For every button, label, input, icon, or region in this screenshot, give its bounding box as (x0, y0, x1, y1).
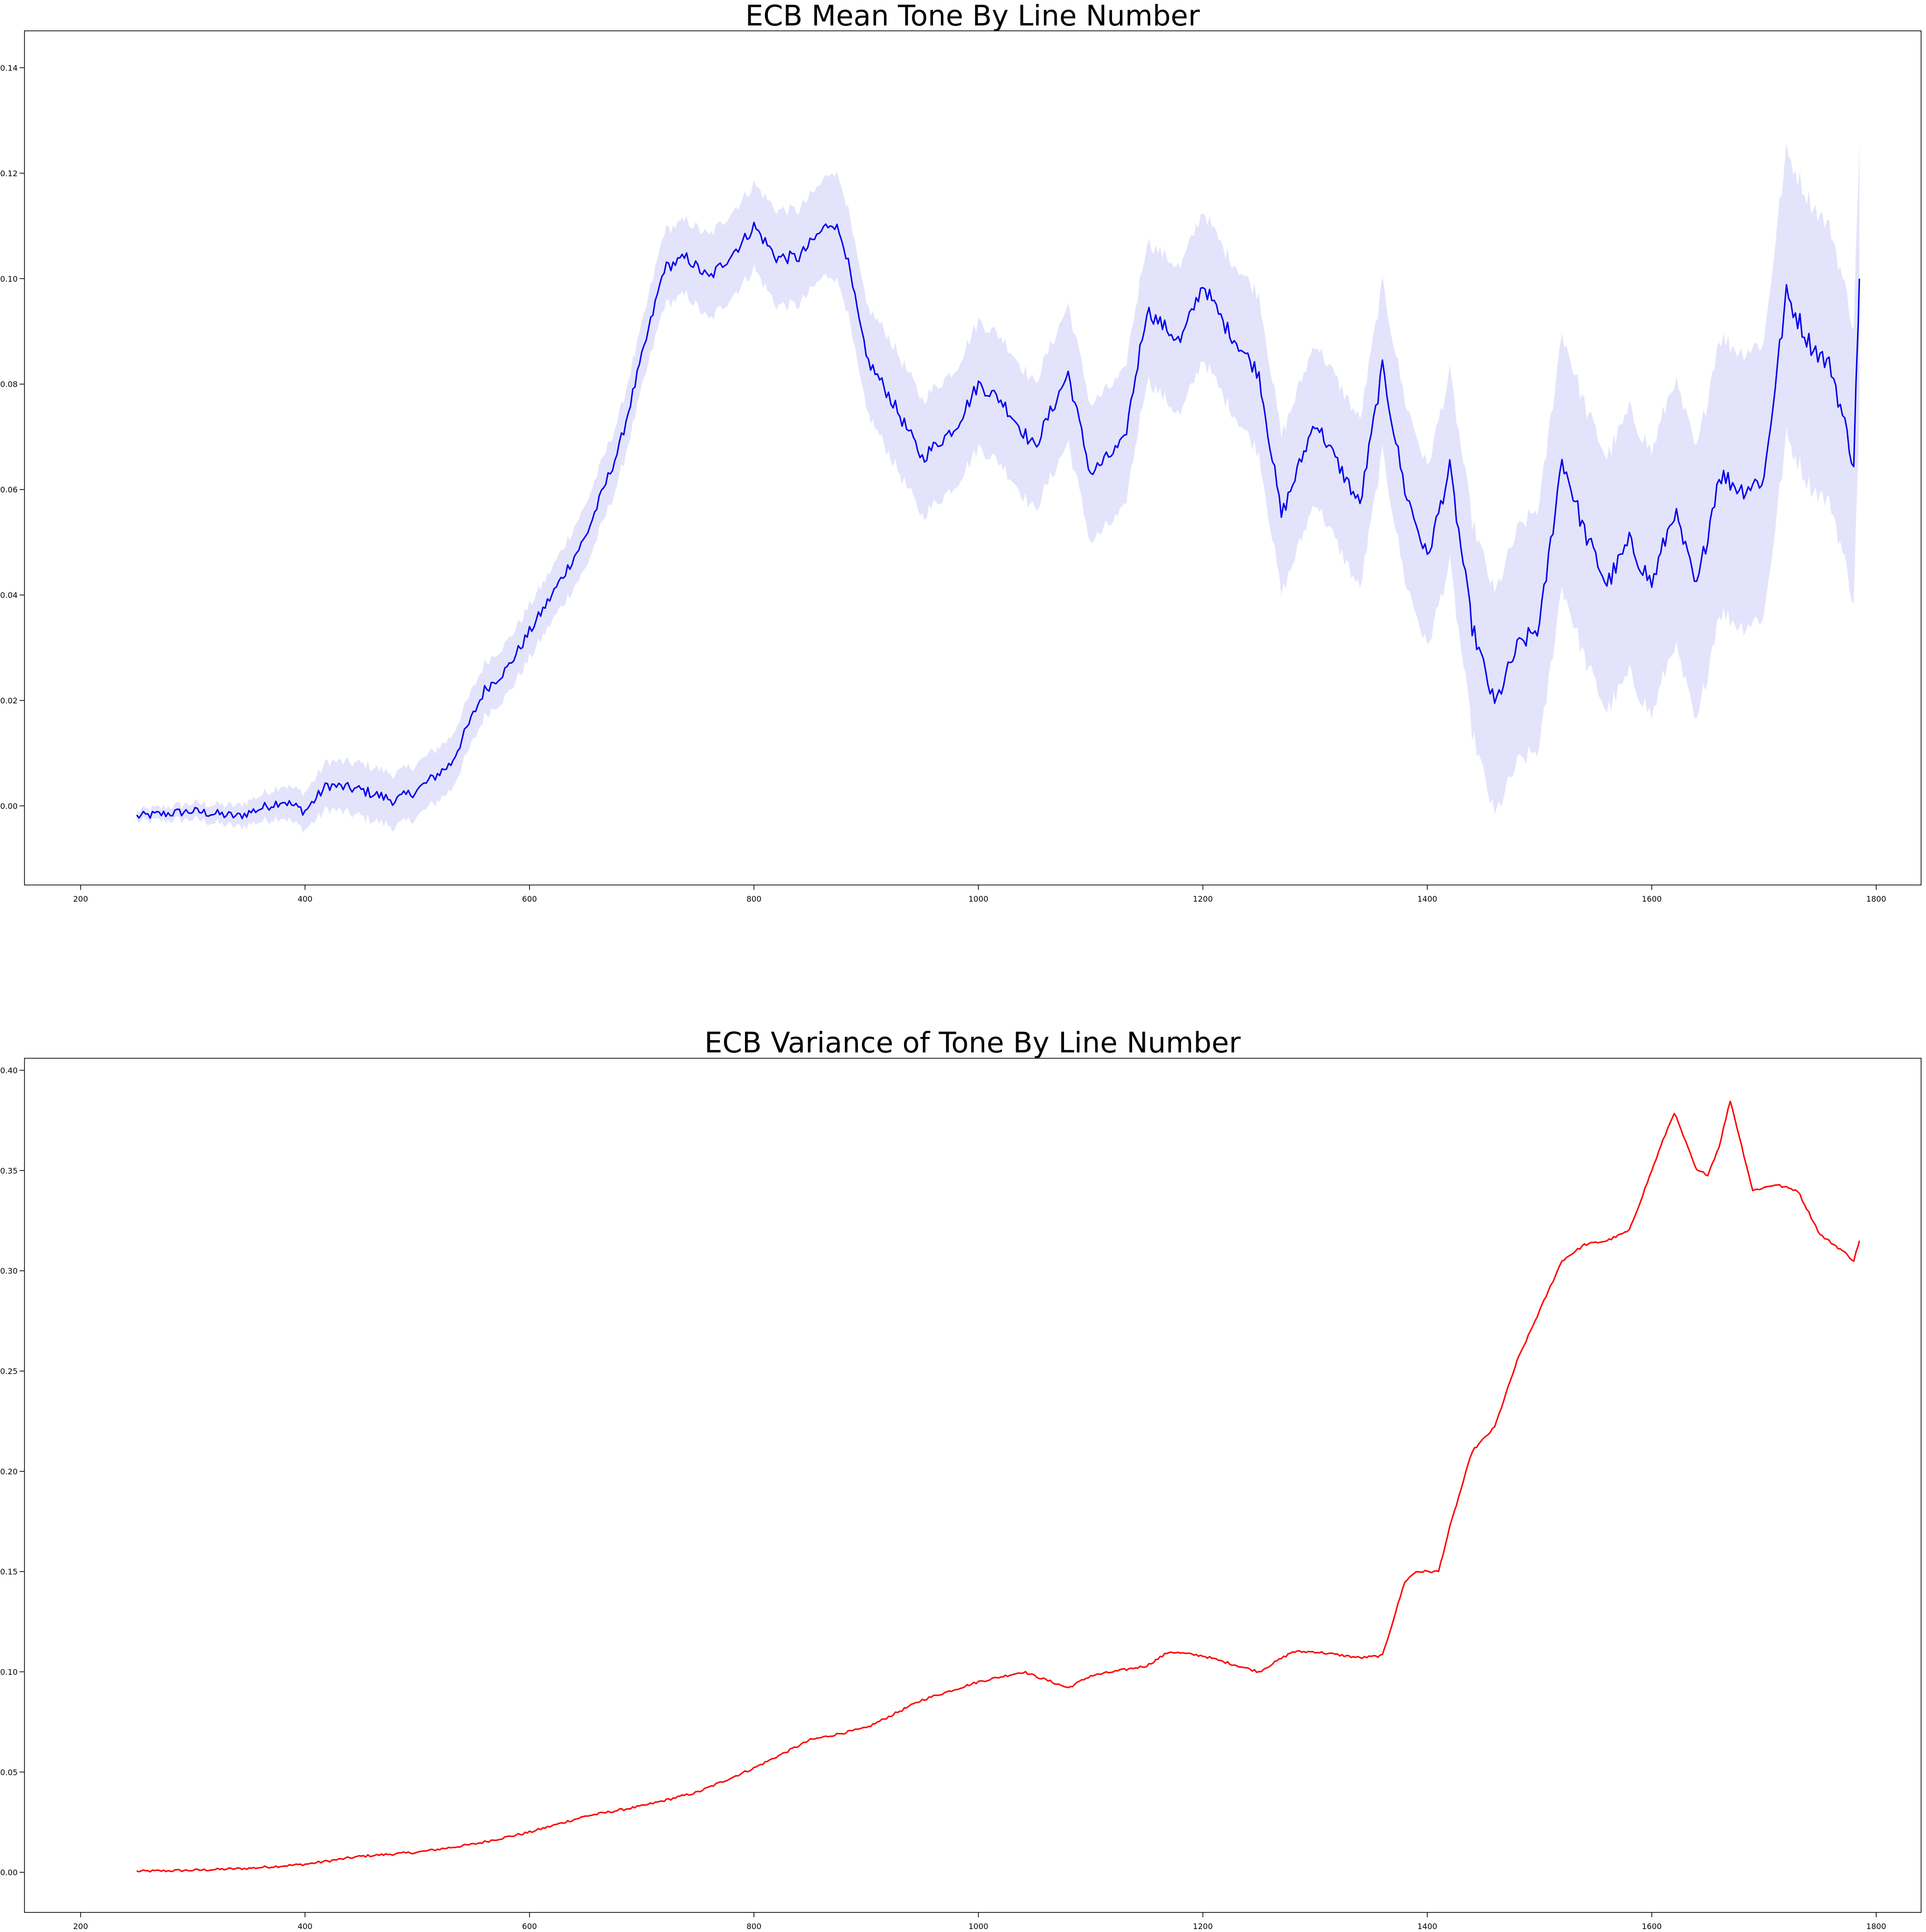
x-tick-label: 400 (298, 894, 313, 904)
x-tick-label: 200 (73, 894, 88, 904)
y-tick-label: 0.10 (0, 1667, 18, 1676)
y-tick-label: 0.35 (0, 1166, 18, 1175)
x-tick-label: 1600 (1642, 1922, 1662, 1931)
x-tick-label: 200 (73, 1922, 88, 1931)
variance-tone-chart: ECB Variance of Tone By Line Number 200 4… (0, 1026, 1922, 1931)
x-tick-label: 400 (298, 1922, 313, 1931)
y-tick-label: 0.10 (0, 274, 18, 283)
chart-title: ECB Variance of Tone By Line Number (704, 1026, 1241, 1059)
x-tick-label: 1200 (1193, 894, 1213, 904)
y-tick-label: 0.30 (0, 1266, 18, 1276)
y-tick-label: 0.00 (0, 1868, 18, 1877)
x-tick-label: 1600 (1642, 894, 1662, 904)
y-tick-label: 0.12 (0, 169, 18, 178)
y-tick-label: 0.05 (0, 1768, 18, 1777)
y-tick-label: 0.00 (0, 801, 18, 811)
y-tick-label: 0.20 (0, 1467, 18, 1476)
chart-title: ECB Mean Tone By Line Number (745, 0, 1200, 32)
plot-area: 200 400 600 800 1000 1200 1400 1600 1800 0.00 0.05… (0, 1066, 1886, 1931)
series-line (136, 1100, 1860, 1873)
y-tick-label: 0.08 (0, 380, 18, 389)
x-tick-label: 1000 (969, 894, 989, 904)
plot-area: 200 400 600 800 1000 1200 1400 1600 1800 0.00 0.02… (0, 63, 1886, 904)
x-tick-label: 600 (522, 894, 537, 904)
y-tick-label: 0.40 (0, 1066, 18, 1075)
y-tick-label: 0.04 (0, 591, 18, 600)
x-tick-label: 800 (746, 894, 762, 904)
axes-frame (24, 30, 1922, 885)
x-tick-label: 1400 (1417, 894, 1438, 904)
x-tick-label: 600 (522, 1922, 537, 1931)
mean-tone-chart: ECB Mean Tone By Line Number 200 400 600 80… (0, 0, 1922, 904)
y-tick-label: 0.15 (0, 1567, 18, 1577)
x-tick-label: 1200 (1193, 1922, 1213, 1931)
x-tick-label: 1000 (969, 1922, 989, 1931)
y-tick-label: 0.25 (0, 1367, 18, 1376)
x-tick-label: 1800 (1866, 894, 1886, 904)
y-tick-label: 0.02 (0, 696, 18, 705)
series-line (136, 221, 1860, 819)
axes-frame (24, 1058, 1922, 1913)
y-tick-label: 0.06 (0, 485, 18, 494)
x-tick-label: 1800 (1866, 1922, 1886, 1931)
y-tick-label: 0.14 (0, 63, 18, 72)
x-tick-label: 1400 (1417, 1922, 1438, 1931)
x-tick-label: 800 (746, 1922, 762, 1931)
